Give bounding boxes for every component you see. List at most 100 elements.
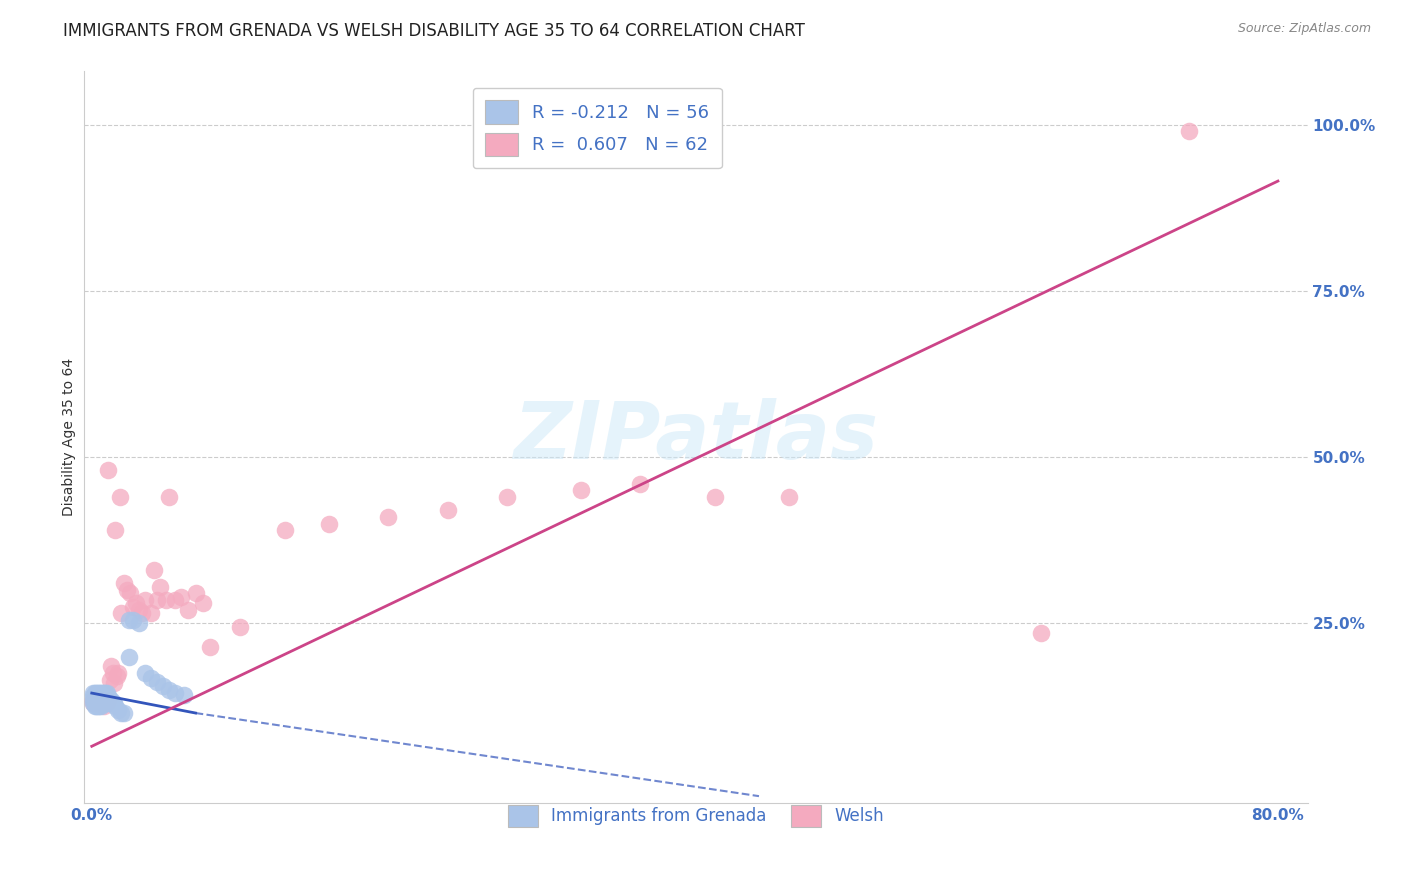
Point (155, 593, 177, 607)
Point (170, 590, 193, 604)
Point (84, 696, 107, 710)
Point (89, 699, 111, 714)
Point (273, 523, 295, 537)
Point (96, 696, 118, 710)
Point (1178, 124, 1201, 138)
Point (90, 692, 112, 706)
Point (104, 523, 127, 537)
Point (97, 463, 120, 477)
Point (101, 696, 124, 710)
Point (134, 666, 156, 681)
Point (96, 692, 118, 706)
Point (163, 686, 186, 700)
Point (96, 696, 118, 710)
Point (125, 596, 148, 610)
Point (94, 696, 117, 710)
Point (100, 659, 122, 673)
Point (318, 516, 340, 531)
Point (100, 692, 122, 706)
Point (110, 607, 132, 621)
Point (91, 692, 114, 706)
Point (89, 692, 111, 706)
Point (96, 686, 118, 700)
Point (200, 640, 222, 654)
Point (177, 603, 200, 617)
Point (703, 490, 725, 504)
Point (83, 686, 105, 700)
Point (105, 669, 128, 683)
Point (90, 690, 112, 704)
Point (84, 692, 107, 706)
Point (157, 682, 180, 697)
Point (1029, 626, 1052, 640)
Point (83, 696, 105, 710)
Point (94, 696, 117, 710)
Point (86, 692, 108, 706)
Point (83, 699, 105, 714)
Point (93, 692, 115, 706)
Point (89, 692, 111, 706)
Point (86, 692, 108, 706)
Point (139, 671, 162, 685)
Point (152, 680, 174, 694)
Point (184, 586, 207, 600)
Point (112, 706, 135, 720)
Point (83, 690, 105, 704)
Point (86, 686, 108, 700)
Text: IMMIGRANTS FROM GRENADA VS WELSH DISABILITY AGE 35 TO 64 CORRELATION CHART: IMMIGRANTS FROM GRENADA VS WELSH DISABIL… (63, 22, 806, 40)
Point (143, 563, 166, 577)
Point (91, 690, 114, 704)
Point (83, 692, 105, 706)
Point (89, 686, 111, 700)
Point (146, 674, 169, 689)
Point (122, 613, 145, 627)
Point (118, 613, 141, 627)
Point (84, 699, 107, 714)
Point (82, 696, 104, 710)
Point (90, 692, 112, 706)
Point (86, 699, 108, 714)
Point (149, 580, 172, 594)
Point (91, 686, 114, 700)
Point (86, 696, 108, 710)
Legend: Immigrants from Grenada, Welsh: Immigrants from Grenada, Welsh (496, 794, 896, 838)
Point (90, 686, 112, 700)
Point (134, 593, 156, 607)
Point (146, 593, 169, 607)
Text: ZIPatlas: ZIPatlas (513, 398, 879, 476)
Point (86, 690, 108, 704)
Y-axis label: Disability Age 35 to 64: Disability Age 35 to 64 (62, 358, 76, 516)
Point (229, 619, 252, 633)
Point (496, 490, 519, 504)
Point (90, 696, 112, 710)
Point (107, 666, 129, 681)
Point (778, 490, 800, 504)
Point (82, 686, 104, 700)
Point (128, 616, 150, 631)
Point (120, 586, 142, 600)
Point (84, 692, 107, 706)
Point (84, 696, 107, 710)
Point (83, 692, 105, 706)
Point (83, 696, 105, 710)
Point (122, 599, 145, 614)
Point (131, 607, 153, 621)
Point (103, 696, 125, 710)
Point (98, 692, 121, 706)
Point (112, 576, 135, 591)
Point (128, 603, 150, 617)
Point (103, 676, 125, 690)
Point (82, 690, 104, 704)
Point (89, 696, 111, 710)
Point (104, 699, 127, 714)
Point (98, 673, 121, 687)
Point (108, 490, 131, 504)
Point (82, 692, 104, 706)
Point (82, 692, 104, 706)
Point (163, 593, 186, 607)
Point (84, 690, 107, 704)
Point (93, 686, 115, 700)
Point (94, 686, 117, 700)
Point (101, 666, 124, 681)
Point (191, 596, 214, 610)
